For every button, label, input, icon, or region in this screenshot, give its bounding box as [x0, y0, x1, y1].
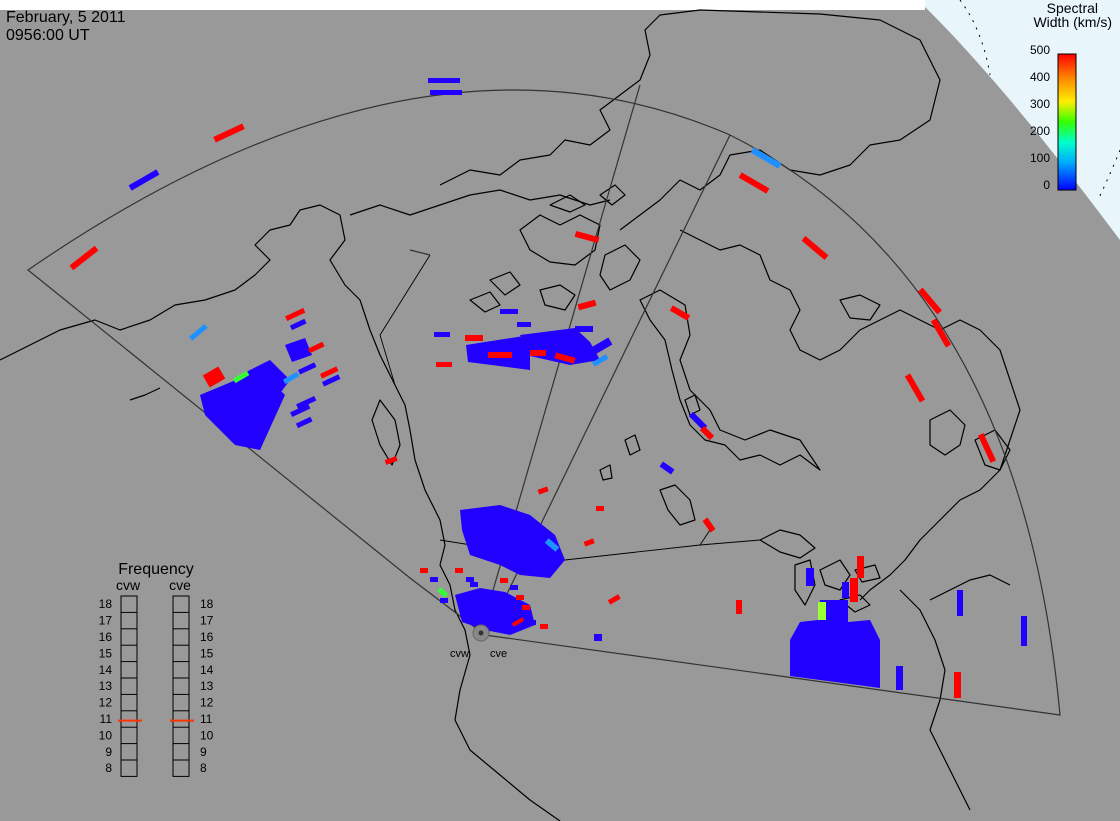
frequency-scale-label-left: 17: [99, 614, 113, 628]
frequency-scale-label-left: 9: [105, 745, 112, 759]
frequency-panel: Frequency cvw cve 18 18 17 17 16 16 15 15 14 14 13…: [99, 561, 214, 777]
frequency-scale-label-left: 11: [100, 712, 113, 726]
frequency-radar-right: cve: [169, 577, 191, 593]
frequency-scale-label-left: 18: [99, 597, 113, 611]
scatter-near-radar: [420, 505, 602, 641]
frequency-scale-label-left: 16: [99, 630, 113, 644]
frequency-scale-label-right: 16: [200, 630, 214, 644]
colorbar-title-line1: Spectral: [1047, 0, 1098, 16]
frequency-bar-right: [172, 595, 190, 777]
colorbar-tick-label: 400: [1030, 70, 1050, 84]
frequency-scale-label-right: 18: [200, 597, 214, 611]
coastlines: [0, 9, 1021, 821]
header-time: 0956:00 UT: [6, 27, 90, 44]
radar-site-dot: [478, 630, 484, 636]
scatter-great-lakes: [790, 556, 1027, 698]
frequency-scale-label-right: 13: [200, 679, 214, 693]
colorbar: Spectral Width (km/s) 500 400 300 200 100 0: [1030, 0, 1112, 192]
frequency-scale-label-left: 10: [99, 728, 113, 742]
radar-label-cve: cve: [490, 648, 507, 660]
frequency-scale-label-left: 13: [99, 679, 113, 693]
colorbar-tick-label: 500: [1030, 43, 1050, 57]
colorbar-gradient: [1057, 53, 1077, 191]
frequency-scale-label-right: 15: [200, 646, 214, 660]
colorbar-ticks: 500 400 300 200 100 0: [1030, 43, 1050, 192]
colorbar-tick-label: 0: [1043, 178, 1050, 192]
frequency-scale-label-right: 12: [200, 696, 214, 710]
frequency-title: Frequency: [118, 561, 194, 578]
radar-label-cvw: cvw: [450, 648, 469, 660]
scatter-cvw: [69, 78, 462, 465]
frequency-scale-label-left: 15: [99, 646, 113, 660]
top-margin: [0, 0, 925, 10]
frequency-scale: 18 18 17 17 16 16 15 15 14 14 13 13 12 12 11 11 10 10 9 9 8 8: [99, 595, 214, 777]
frequency-scale-label-right: 9: [200, 745, 207, 759]
frequency-bar-left: [120, 595, 138, 777]
scatter-central: [465, 147, 997, 614]
colorbar-tick-label: 300: [1030, 97, 1050, 111]
frequency-scale-label-left: 14: [99, 663, 113, 677]
frequency-scale-label-right: 14: [200, 663, 214, 677]
frequency-scale-label-right: 17: [200, 614, 214, 628]
colorbar-tick-label: 200: [1030, 124, 1050, 138]
colorbar-tick-label: 100: [1030, 151, 1050, 165]
colorbar-title-line2: Width (km/s): [1033, 14, 1112, 30]
latitude-circle: [959, 0, 991, 76]
frequency-scale-label-left: 8: [105, 761, 112, 775]
header-date: February, 5 2011: [6, 9, 126, 26]
frequency-scale-label-right: 11: [200, 712, 213, 726]
frequency-scale-label-right: 10: [200, 728, 214, 742]
frequency-scale-label-right: 8: [200, 761, 207, 775]
frequency-radar-left: cvw: [116, 577, 141, 593]
frequency-scale-label-left: 12: [99, 696, 113, 710]
